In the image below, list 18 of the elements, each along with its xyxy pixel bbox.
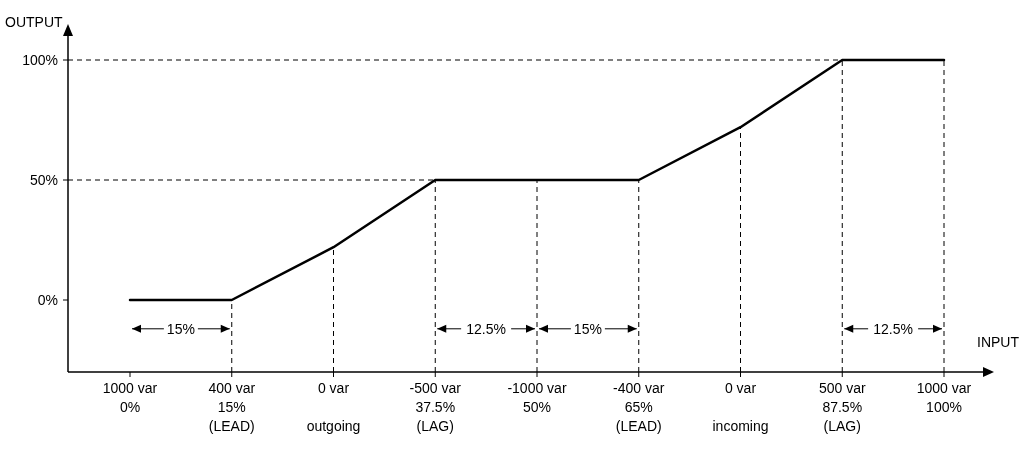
- x-tick-label: 1000 var 100%: [916, 380, 972, 415]
- x-axis-title: INPUT: [977, 334, 1020, 350]
- annotation: 15%: [166, 320, 195, 337]
- y-tick-label: 100%: [22, 52, 58, 68]
- annotation: 12.5%: [466, 320, 506, 337]
- y-tick-label: 0%: [37, 292, 58, 308]
- x-tick-label: -1000 var 50%: [507, 380, 567, 415]
- x-tick-label: -500 var 37.5% (LAG): [409, 380, 462, 434]
- x-tick-label: 1000 var 0%: [102, 380, 158, 415]
- y-axis-title: OUTPUT: [5, 14, 63, 30]
- category-label: 0 var incoming: [712, 380, 769, 434]
- x-tick-label: -400 var 65% (LEAD): [613, 380, 665, 434]
- category-label: 0 var outgoing: [306, 380, 361, 434]
- x-tick-label: 500 var 87.5% (LAG): [818, 380, 866, 434]
- annotation: 12.5%: [873, 320, 913, 337]
- x-tick-label: 400 var 15% (LEAD): [208, 380, 256, 434]
- annotation: 15%: [573, 320, 602, 337]
- y-tick-label: 50%: [29, 172, 58, 188]
